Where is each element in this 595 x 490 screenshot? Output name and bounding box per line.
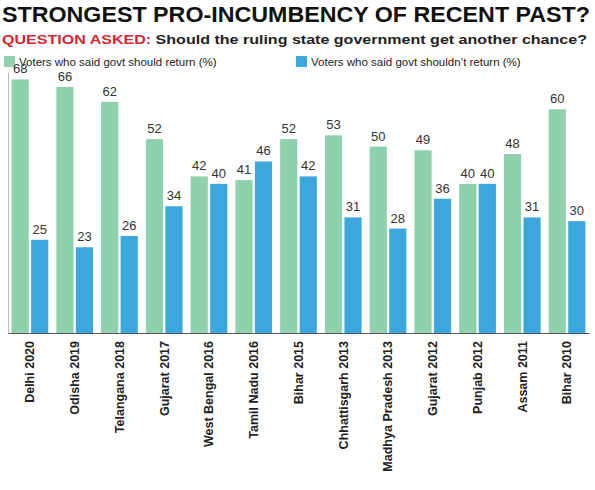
data-label: 48 [505,136,519,151]
data-label: 31 [525,199,539,214]
chart-svg: STRONGEST PRO-INCUMBENCY OF RECENT PAST?… [0,0,595,490]
plot: 68 66 62 52 42 41 52 53 50 49 40 48 60 25 23 26 34 40 46 42… [9,61,590,471]
x-tick-label: Gujarat 2017 [158,341,172,416]
x-tick-label: Punjab 2012 [471,341,485,414]
title: STRONGEST PRO-INCUMBENCY OF RECENT PAST? [2,2,590,27]
data-label: 42 [192,158,206,173]
bar [31,240,48,333]
data-label: 49 [416,132,430,147]
bar [255,161,272,333]
subtitle-label: QUESTION ASKED: [2,32,151,47]
x-tick-label: Bihar 2015 [292,341,306,404]
bar [414,150,431,333]
x-axis-line [9,333,590,334]
x-tick-label: Assam 2011 [516,341,530,413]
x-tick-label: Tamil Nadu 2016 [247,341,261,439]
legend-label: Voters who said govt should return (%) [19,56,217,68]
data-label: 53 [326,117,340,132]
legend-item: Voters who said govt should return (%) [4,56,217,68]
data-label: 36 [435,181,449,196]
data-label: 41 [237,162,251,177]
data-label: 34 [167,188,181,203]
data-label: 30 [570,203,584,218]
x-tick: Chhattisgarh 2013 [337,333,351,449]
x-tick: Madhya Pradesh 2013 [381,333,395,472]
x-tick: Delhi 2020 [23,333,37,403]
y-axis [8,73,9,334]
data-label: 31 [346,199,360,214]
x-tick-label: West Bengal 2016 [202,341,216,447]
bar [165,206,182,333]
x-tick-label: Madhya Pradesh 2013 [381,341,395,472]
x-tick: Bihar 2010 [560,333,574,404]
x-axis: Delhi 2020 Odisha 2019 Telangana 2018 Gujar… [9,333,590,472]
data-label: 50 [371,129,385,144]
x-tick-label: Chhattisgarh 2013 [337,341,351,449]
data-label: 68 [13,61,27,76]
legend-swatch [296,56,307,67]
data-labels: 68 66 62 52 42 41 52 53 50 49 40 48 60 25 23 26 34 40 46 42… [13,61,584,244]
bar [459,184,476,333]
bar [344,217,361,333]
bar [76,247,93,333]
bar [325,135,342,333]
bar [121,236,138,333]
bars [12,79,586,333]
data-label: 62 [102,84,116,99]
data-label: 46 [256,143,270,158]
legend-label: Voters who said govt shouldn’t return (%… [311,56,521,68]
bar [235,180,252,333]
data-label: 42 [301,158,315,173]
x-tick-label: Bihar 2010 [560,341,574,404]
subtitle: QUESTION ASKED: Should the ruling state … [2,32,587,47]
bar [300,176,317,333]
bar [434,199,451,333]
x-tick: Punjab 2012 [471,333,485,414]
y-axis-line [8,73,9,334]
bar [370,147,387,333]
bar [210,184,227,333]
x-tick: Odisha 2019 [68,333,82,415]
bar [191,176,208,333]
data-label: 40 [480,166,494,181]
x-tick-label: Odisha 2019 [68,341,82,415]
x-tick: West Bengal 2016 [202,333,216,447]
data-label: 60 [550,91,564,106]
subtitle-text: Should the ruling state government get a… [151,32,587,47]
x-tick-label: Delhi 2020 [23,341,37,403]
legend-item: Voters who said govt shouldn’t return (%… [296,56,521,68]
data-label: 23 [77,229,91,244]
bar [56,87,73,333]
data-label: 66 [58,69,72,84]
data-label: 28 [391,211,405,226]
x-tick: Telangana 2018 [113,333,127,433]
bar [280,139,297,333]
data-label: 25 [32,222,46,237]
x-tick: Bihar 2015 [292,333,306,404]
x-tick: Gujarat 2017 [158,333,172,416]
bar [479,184,496,333]
data-label: 26 [122,218,136,233]
x-tick: Tamil Nadu 2016 [247,333,261,439]
data-label: 52 [282,121,296,136]
x-tick-label: Telangana 2018 [113,341,127,433]
bar [549,109,566,333]
bar [12,79,29,333]
bar [146,139,163,333]
bar [504,154,521,333]
x-tick: Gujarat 2012 [426,333,440,416]
x-tick: Assam 2011 [516,333,530,413]
bar [389,229,406,333]
bar [523,217,540,333]
x-tick-label: Gujarat 2012 [426,341,440,416]
bar [568,221,585,333]
data-label: 52 [147,121,161,136]
bar [101,102,118,333]
data-label: 40 [212,166,226,181]
chart-container: STRONGEST PRO-INCUMBENCY OF RECENT PAST?… [0,0,595,490]
legend: Voters who said govt should return (%) Vo… [4,56,521,68]
data-label: 40 [461,166,475,181]
